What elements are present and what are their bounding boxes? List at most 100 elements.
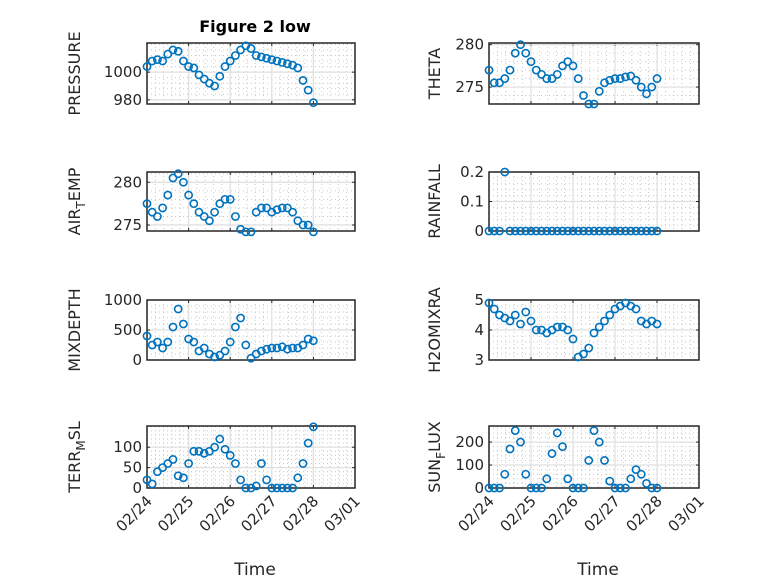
x-tick-label: 02/25 <box>154 492 197 535</box>
data-point <box>531 226 541 236</box>
data-point <box>241 227 251 237</box>
data-point <box>579 226 588 236</box>
data-point <box>272 483 282 493</box>
data-point <box>251 51 261 60</box>
data-point <box>526 316 536 326</box>
x-tick-label: 02/24 <box>113 492 156 535</box>
data-point <box>178 56 188 66</box>
data-point <box>158 343 167 353</box>
data-point <box>272 56 282 66</box>
y-tick-label: 50 <box>123 459 142 477</box>
data-point <box>282 59 292 69</box>
data-point <box>636 82 646 92</box>
x-tick-label: 02/24 <box>455 492 498 535</box>
data-point <box>225 337 235 347</box>
data-point <box>610 74 620 83</box>
data-point <box>610 226 620 236</box>
axes-box <box>488 42 700 105</box>
data-point <box>489 483 499 493</box>
data-point <box>293 63 303 73</box>
data-point <box>168 173 178 183</box>
data-point <box>542 474 552 484</box>
y-tick-label: 5 <box>474 291 484 309</box>
data-point <box>173 471 183 481</box>
data-point <box>215 199 225 209</box>
data-point <box>489 304 499 314</box>
data-point <box>516 437 525 447</box>
data-point <box>256 52 266 62</box>
data-point <box>647 226 657 236</box>
data-point <box>563 474 573 484</box>
data-point <box>303 85 313 95</box>
data-point <box>241 340 251 350</box>
data-point <box>298 340 308 350</box>
data-point <box>158 203 167 213</box>
data-point <box>579 483 588 493</box>
data-point <box>178 319 188 329</box>
data-point <box>147 207 157 217</box>
data-point <box>615 483 625 493</box>
data-point <box>510 426 520 435</box>
data-point <box>652 226 662 236</box>
data-point <box>594 437 604 447</box>
data-point <box>589 426 599 435</box>
data-point <box>210 81 219 91</box>
data-point <box>168 322 178 332</box>
y-tick-label: 1000 <box>104 63 142 81</box>
data-point <box>542 74 552 83</box>
data-point <box>251 207 261 217</box>
data-point <box>526 226 536 236</box>
data-point <box>537 226 546 236</box>
data-point <box>246 353 256 363</box>
data-point <box>521 226 531 236</box>
x-tick-label: 02/26 <box>539 492 582 535</box>
data-point <box>308 336 318 346</box>
data-point <box>484 65 494 75</box>
subplot-h2omixra: 3 4 5 H2OMIXRA <box>425 287 700 373</box>
data-point <box>589 328 599 338</box>
data-point <box>293 216 303 226</box>
data-point <box>262 203 271 213</box>
data-point <box>225 56 235 66</box>
y-axis-label: MIXDEPTH <box>65 288 84 371</box>
data-point <box>631 75 641 85</box>
x-tick-label: 02/27 <box>237 492 280 535</box>
data-point <box>267 483 277 493</box>
data-point <box>558 442 567 452</box>
data-point <box>647 82 657 92</box>
data-point <box>484 483 494 493</box>
data-point <box>184 190 193 200</box>
axes-box <box>146 42 356 105</box>
data-point <box>262 344 271 354</box>
data-point <box>594 322 604 332</box>
x-axis-label: Time <box>233 560 276 580</box>
data-point <box>537 483 546 493</box>
y-tick-label: 100 <box>455 456 484 474</box>
data-point <box>220 346 230 356</box>
data-point <box>516 40 525 50</box>
data-point <box>220 444 230 454</box>
data-point <box>288 207 297 217</box>
data-point <box>615 226 625 236</box>
data-point <box>589 99 599 109</box>
data-point <box>147 479 157 489</box>
x-tick-label: 02/28 <box>279 492 322 535</box>
data-point <box>230 212 240 221</box>
data-point <box>241 483 251 493</box>
data-point <box>194 207 204 217</box>
y-tick-label: 280 <box>113 173 142 191</box>
data-point <box>521 48 531 58</box>
data-point <box>521 469 531 479</box>
y-tick-label: 0.2 <box>460 163 484 181</box>
data-point <box>256 459 266 468</box>
axes-box <box>488 299 700 361</box>
data-point <box>152 55 162 65</box>
x-tick-label: 02/26 <box>196 492 239 535</box>
data-point <box>584 343 594 353</box>
y-axis-label: AIRTEMP <box>65 167 88 235</box>
data-point <box>610 483 620 493</box>
data-point <box>246 227 256 237</box>
y-axis-label: SUNFLUX <box>425 421 448 493</box>
data-point <box>558 226 567 236</box>
data-point <box>589 226 599 236</box>
